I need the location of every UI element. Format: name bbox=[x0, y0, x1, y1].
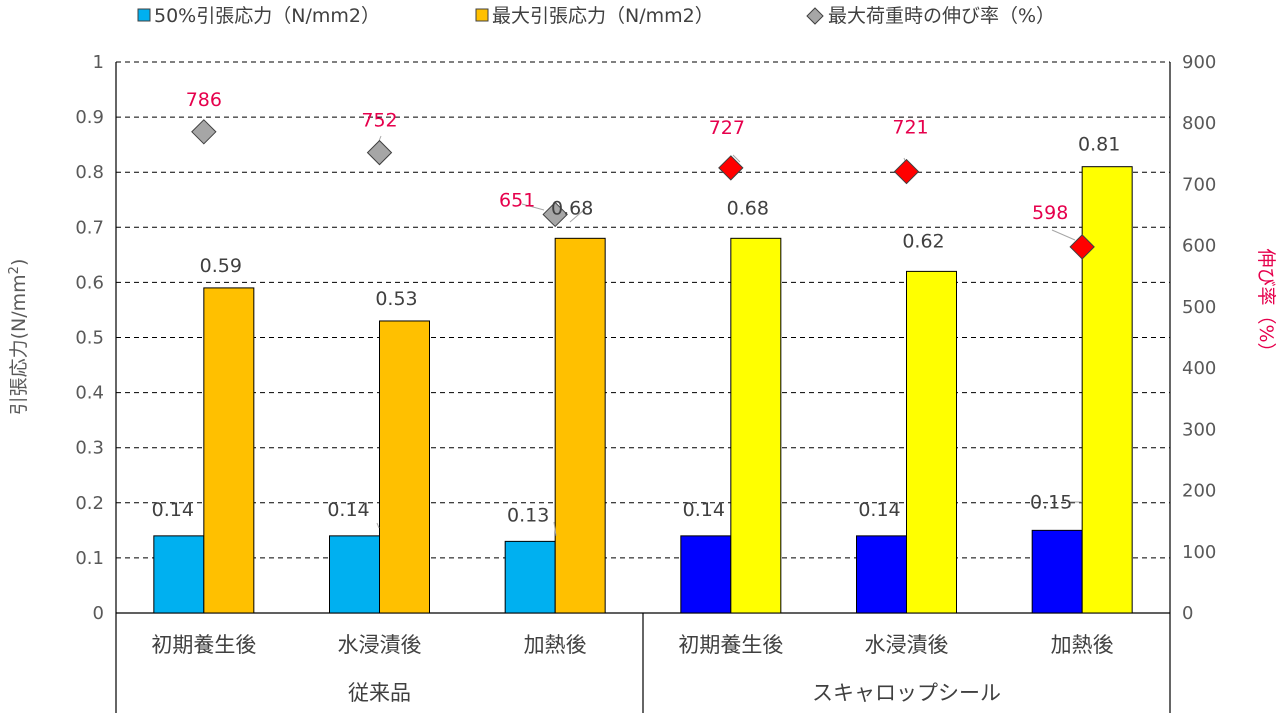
gridlines bbox=[116, 61, 1170, 614]
label-leader-lines bbox=[376, 135, 1082, 537]
right-tick-label: 400 bbox=[1182, 358, 1216, 379]
right-tick-label: 900 bbox=[1182, 52, 1216, 73]
right-axis-ticks: 0 100 200 300 400 500 600 700 800 900 bbox=[1182, 52, 1216, 624]
left-tick-label: 0.3 bbox=[75, 438, 104, 459]
category-label: 初期養生後 bbox=[678, 633, 783, 657]
right-tick-label: 800 bbox=[1182, 113, 1216, 134]
left-axis-title-unit-sup: 2 bbox=[7, 266, 22, 274]
legend-marker-elongation bbox=[806, 7, 824, 25]
legend-label-max-stress: 最大引張応力（N/mm2） bbox=[492, 5, 714, 27]
bars bbox=[153, 166, 1133, 614]
data-labels: 0.14 0.59 786 0.14 0.53 752 0.13 0.68 651 0.14 0.6… bbox=[152, 89, 1121, 527]
legend-label-50pct-stress: 50%引張応力（N/mm2） bbox=[154, 5, 380, 27]
left-axis-ticks: 0 0.1 0.2 0.3 0.4 0.5 0.6 0.7 0.8 0.9 1 bbox=[75, 52, 104, 624]
bar-max-stress bbox=[1081, 166, 1133, 614]
bar-50pct-stress bbox=[1031, 529, 1083, 614]
label-max-stress: 0.68 bbox=[727, 197, 769, 219]
label-max-stress: 0.81 bbox=[1078, 134, 1120, 156]
label-max-stress: 0.68 bbox=[551, 197, 593, 219]
bar-max-stress bbox=[203, 287, 255, 614]
bar-50pct-stress bbox=[680, 535, 732, 614]
leader-line bbox=[569, 208, 586, 223]
label-50pct-stress: 0.13 bbox=[507, 504, 549, 526]
bar-max-stress bbox=[730, 237, 782, 614]
legend-label-elongation: 最大荷重時の伸び率（%） bbox=[828, 5, 1055, 27]
plot-frame bbox=[115, 62, 1171, 613]
category-label: 初期養生後 bbox=[151, 633, 256, 657]
right-tick-label: 600 bbox=[1182, 236, 1216, 257]
label-elongation: 752 bbox=[361, 110, 397, 132]
left-tick-label: 0.2 bbox=[75, 493, 104, 514]
leader-line bbox=[521, 203, 545, 211]
label-elongation: 598 bbox=[1032, 202, 1068, 224]
group-label: 従来品 bbox=[348, 681, 411, 705]
left-tick-label: 0.7 bbox=[75, 217, 104, 238]
elongation-markers bbox=[191, 119, 1095, 260]
right-tick-label: 200 bbox=[1182, 481, 1216, 502]
right-tick-label: 0 bbox=[1182, 603, 1193, 624]
legend: 50%引張応力（N/mm2） 最大引張応力（N/mm2） 最大荷重時の伸び率（%… bbox=[137, 5, 1055, 27]
left-tick-label: 0.9 bbox=[75, 107, 104, 128]
category-label: 加熱後 bbox=[1051, 633, 1114, 657]
left-axis-title-label: 引張応力 bbox=[8, 339, 30, 415]
label-max-stress: 0.62 bbox=[902, 230, 944, 252]
marker-elongation bbox=[893, 158, 920, 185]
bar-50pct-stress bbox=[504, 540, 556, 614]
label-50pct-stress: 0.15 bbox=[1030, 491, 1072, 513]
label-elongation: 721 bbox=[892, 117, 928, 139]
right-axis-title: 伸び率（%） bbox=[1255, 248, 1277, 361]
label-50pct-stress: 0.14 bbox=[327, 499, 369, 521]
left-tick-label: 0 bbox=[93, 603, 104, 624]
right-tick-label: 500 bbox=[1182, 297, 1216, 318]
marker-elongation bbox=[542, 201, 568, 228]
left-tick-label: 0.5 bbox=[75, 328, 104, 349]
marker-elongation bbox=[366, 139, 393, 166]
left-tick-label: 1 bbox=[93, 52, 104, 73]
right-tick-label: 700 bbox=[1182, 174, 1216, 195]
legend-swatch-50pct-stress bbox=[137, 8, 151, 22]
label-50pct-stress: 0.14 bbox=[152, 499, 194, 521]
marker-elongation bbox=[1069, 234, 1095, 260]
bar-50pct-stress bbox=[153, 535, 205, 614]
category-label: 水浸漬後 bbox=[865, 633, 949, 657]
category-label: 水浸漬後 bbox=[338, 633, 422, 657]
marker-elongation bbox=[191, 119, 217, 145]
label-max-stress: 0.53 bbox=[375, 288, 417, 310]
group-label: スキャロップシール bbox=[812, 681, 1001, 705]
label-50pct-stress: 0.14 bbox=[683, 499, 725, 521]
legend-swatch-max-stress bbox=[475, 8, 489, 22]
right-tick-label: 100 bbox=[1182, 542, 1216, 563]
category-label: 加熱後 bbox=[524, 633, 587, 657]
label-elongation: 651 bbox=[499, 189, 535, 211]
leader-line bbox=[553, 521, 557, 537]
left-axis-title-unit: (N/mm bbox=[8, 274, 30, 339]
label-50pct-stress: 0.14 bbox=[858, 499, 900, 521]
label-elongation: 727 bbox=[709, 117, 745, 139]
label-max-stress: 0.59 bbox=[200, 255, 242, 277]
left-axis-title-unit-end: ) bbox=[8, 259, 30, 266]
bar-50pct-stress bbox=[329, 535, 380, 614]
leader-line bbox=[376, 522, 380, 529]
leader-line bbox=[732, 154, 741, 163]
right-tick-label: 300 bbox=[1182, 419, 1216, 440]
left-axis-title: 引張応力(N/mm2) bbox=[7, 259, 30, 416]
leader-line bbox=[1051, 229, 1076, 241]
label-elongation: 786 bbox=[186, 89, 222, 111]
marker-elongation bbox=[718, 155, 744, 181]
left-tick-label: 0.6 bbox=[75, 272, 104, 293]
left-tick-label: 0.1 bbox=[75, 548, 104, 569]
bar-max-stress bbox=[379, 320, 430, 614]
left-tick-label: 0.8 bbox=[75, 162, 104, 183]
left-tick-label: 0.4 bbox=[75, 383, 104, 404]
bar-max-stress bbox=[554, 237, 606, 614]
bar-max-stress bbox=[906, 270, 957, 614]
bar-50pct-stress bbox=[856, 535, 907, 614]
